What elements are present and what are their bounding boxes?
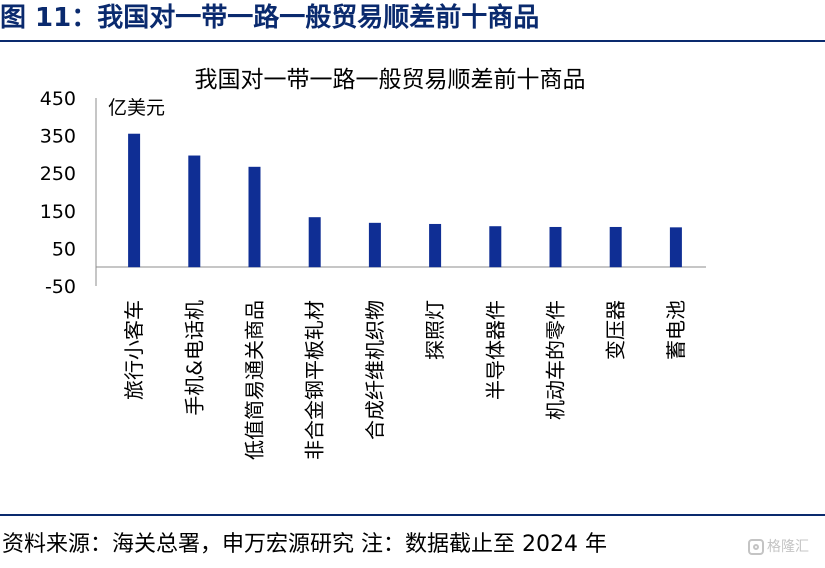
x-category-label: 变压器 — [604, 300, 628, 360]
bar — [609, 226, 622, 268]
y-tick-label: 450 — [40, 88, 76, 110]
x-category-label: 非合金钢平板轧材 — [303, 300, 327, 460]
bar — [549, 226, 562, 268]
bar — [248, 166, 261, 268]
y-tick-label: 50 — [52, 238, 76, 260]
header-divider — [0, 40, 825, 42]
bar — [128, 133, 141, 268]
bar-chart: 我国对一带一路一般贸易顺差前十商品 亿美元 45035025015050-50 … — [40, 67, 706, 460]
x-category-label: 探照灯 — [423, 300, 447, 360]
x-category-label: 半导体器件 — [483, 300, 507, 400]
y-tick-label: 350 — [40, 126, 76, 148]
x-category-label: 低值简易通关商品 — [243, 300, 267, 460]
bar — [368, 222, 381, 268]
x-category-label: 合成纤维机织物 — [363, 300, 387, 440]
source-note: 资料来源：海关总署，申万宏源研究 注：数据截止至 2024 年 — [2, 532, 607, 557]
bar — [308, 217, 321, 268]
y-axis-unit-label: 亿美元 — [108, 97, 165, 119]
y-tick-label: 150 — [40, 201, 76, 223]
chart-title: 我国对一带一路一般贸易顺差前十商品 — [195, 67, 586, 93]
watermark-logo-icon — [748, 539, 764, 555]
bar — [429, 223, 442, 268]
y-tick-label: -50 — [45, 276, 76, 298]
x-category-label: 旅行小客车 — [122, 300, 146, 400]
x-category-label: 机动车的零件 — [544, 300, 568, 420]
bar — [188, 155, 201, 268]
x-category-label: 手机&电话机 — [182, 300, 206, 416]
watermark: 格隆汇 — [748, 533, 809, 561]
bar — [489, 226, 502, 268]
footer-divider — [0, 514, 825, 516]
watermark-text: 格隆汇 — [767, 539, 809, 555]
bar — [669, 227, 682, 268]
figure-title: 图 11：我国对一带一路一般贸易顺差前十商品 — [0, 3, 540, 33]
y-tick-label: 250 — [40, 163, 76, 185]
x-category-label: 蓄电池 — [664, 300, 688, 360]
